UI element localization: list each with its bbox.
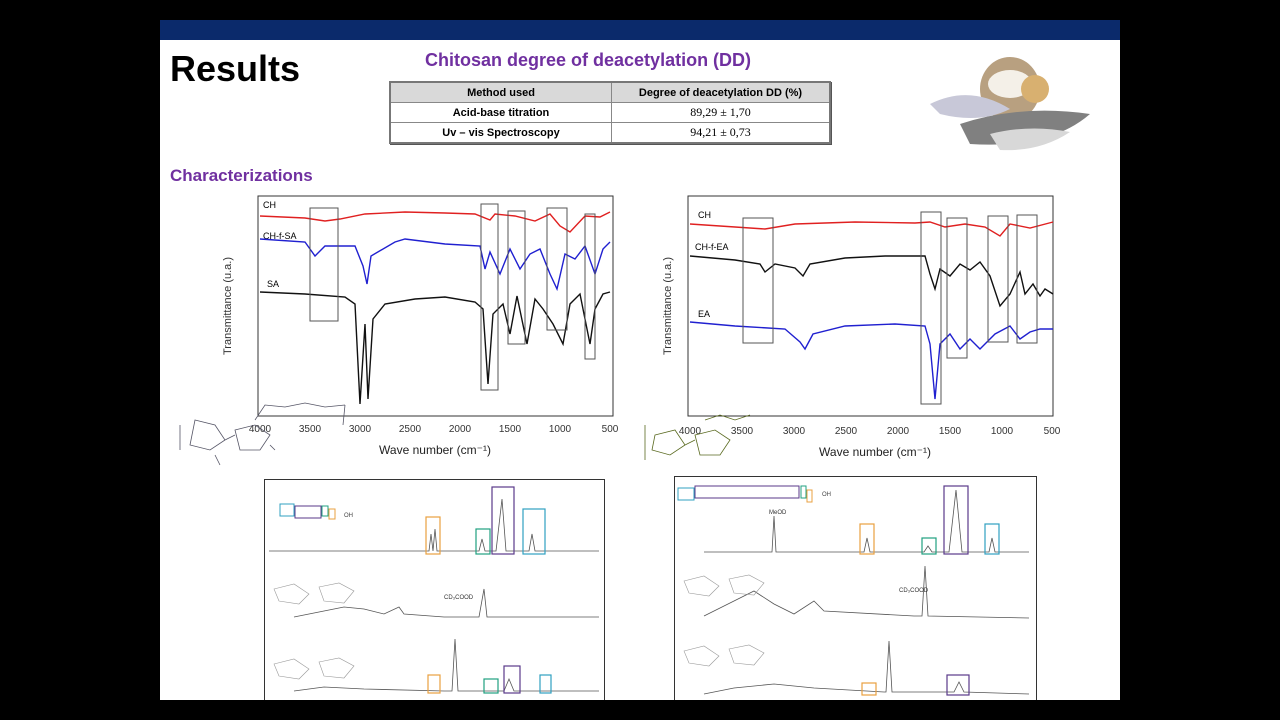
dd-table: Method used Degree of deacetylation DD (… [389, 81, 831, 144]
tick-label: 2500 [835, 426, 858, 437]
tick-label: 2500 [399, 424, 422, 435]
ftir-right-highlight-boxes [742, 211, 1038, 405]
dd-table-header: Method used Degree of deacetylation DD (… [389, 81, 831, 103]
acid-label: OH [344, 513, 353, 519]
table-row: Uv – vis Spectroscopy 94,21 ± 0,73 [389, 122, 831, 144]
tick-label: 1500 [939, 426, 962, 437]
nmr-left-boxes-bottom [427, 665, 552, 694]
nmr-right-spectrum-bottom [703, 640, 1030, 695]
ftir-chart-right: Transmittance (u.a.) Wave number (cm⁻¹) … [662, 195, 1061, 459]
series-label: SA [267, 279, 279, 289]
slide: Results Chitosan degree of deacetylation… [160, 20, 1120, 700]
dd-method-cell: Acid-base titration [389, 102, 612, 123]
nmr-right-structures [683, 574, 765, 667]
nmr-left-boxes-top [425, 486, 546, 555]
nmr-left-spectrum-mid [293, 588, 599, 618]
ftir-right-ticks: 4000 3500 3000 2500 2000 1500 1000 500 [679, 426, 1061, 437]
tick-label: 2000 [449, 424, 472, 435]
nmr-right-spectrum-top [704, 489, 1029, 553]
dd-header-degree: Degree of deacetylation DD (%) [611, 81, 831, 103]
tick-label: 3000 [349, 424, 372, 435]
top-bar [160, 20, 1120, 40]
dd-method-cell: Uv – vis Spectroscopy [389, 122, 612, 144]
tick-label: 1000 [549, 424, 572, 435]
nmr-chart-right: OH MeOD CD₃COOD [674, 476, 1037, 700]
solvent-label: CD₃COOD [444, 595, 474, 601]
acid-label: OH [822, 492, 831, 498]
solvent-label-top: MeOD [769, 510, 787, 516]
nmr-left-spectrum-top [269, 498, 599, 552]
ftir-left-xlabel: Wave number (cm⁻¹) [379, 443, 491, 457]
table-row: Acid-base titration 89,29 ± 1,70 [389, 102, 831, 123]
ftir-chart-left: Transmittance (u.a.) Wave number (cm⁻¹) … [222, 195, 619, 457]
tick-label: 3000 [783, 426, 806, 437]
series-label: CH [263, 200, 276, 210]
series-label: CH-f-SA [263, 231, 297, 241]
ftir-left-ylabel: Transmittance (u.a.) [222, 257, 234, 355]
nmr-right-structure-top: OH [677, 485, 831, 503]
ftir-left-ticks: 4000 3500 3000 2500 2000 1500 1000 500 [249, 424, 619, 435]
nmr-right-boxes-top [859, 485, 1000, 555]
series-label: EA [698, 309, 710, 319]
dd-value-cell: 94,21 ± 0,73 [611, 122, 831, 144]
series-label: CH [698, 210, 711, 220]
tick-label: 500 [1044, 426, 1061, 437]
nmr-right-spectrum-mid [703, 565, 1030, 619]
structure-drawing-right [644, 414, 751, 460]
ftir-right-ylabel: Transmittance (u.a.) [662, 257, 674, 355]
section-heading: Characterizations [170, 166, 313, 185]
slide-subtitle: Chitosan degree of deacetylation (DD) [425, 50, 752, 70]
nmr-chart-left: OH CD₃COOD [264, 479, 605, 700]
tick-label: 1000 [991, 426, 1014, 437]
tick-label: 1500 [499, 424, 522, 435]
tick-label: 3500 [299, 424, 322, 435]
slide-title: Results [170, 48, 301, 89]
ftir-right-xlabel: Wave number (cm⁻¹) [819, 445, 931, 459]
ch-f-sa-spectrum [259, 238, 611, 292]
solvent-label: CD₃COOD [899, 588, 929, 594]
nmr-left-spectrum-bottom [293, 638, 599, 692]
ea-spectrum [689, 321, 1053, 400]
tick-label: 500 [602, 424, 619, 435]
tick-label: 4000 [679, 426, 702, 437]
series-label: CH-f-EA [695, 242, 729, 252]
sa-spectrum [259, 291, 611, 405]
nmr-left-structures [273, 582, 355, 680]
tick-label: 4000 [249, 424, 272, 435]
nmr-right-boxes-bottom [861, 674, 970, 696]
dd-header-method: Method used [389, 81, 612, 103]
ftir-left-highlight-boxes [309, 203, 596, 391]
dd-value-cell: 89,29 ± 1,70 [611, 102, 831, 123]
nmr-left-structure-top: OH [279, 503, 353, 520]
ch-f-ea-spectrum [689, 255, 1054, 308]
material-illustration [930, 57, 1090, 151]
structure-drawing-left [179, 402, 346, 466]
tick-label: 3500 [731, 426, 754, 437]
tick-label: 2000 [887, 426, 910, 437]
